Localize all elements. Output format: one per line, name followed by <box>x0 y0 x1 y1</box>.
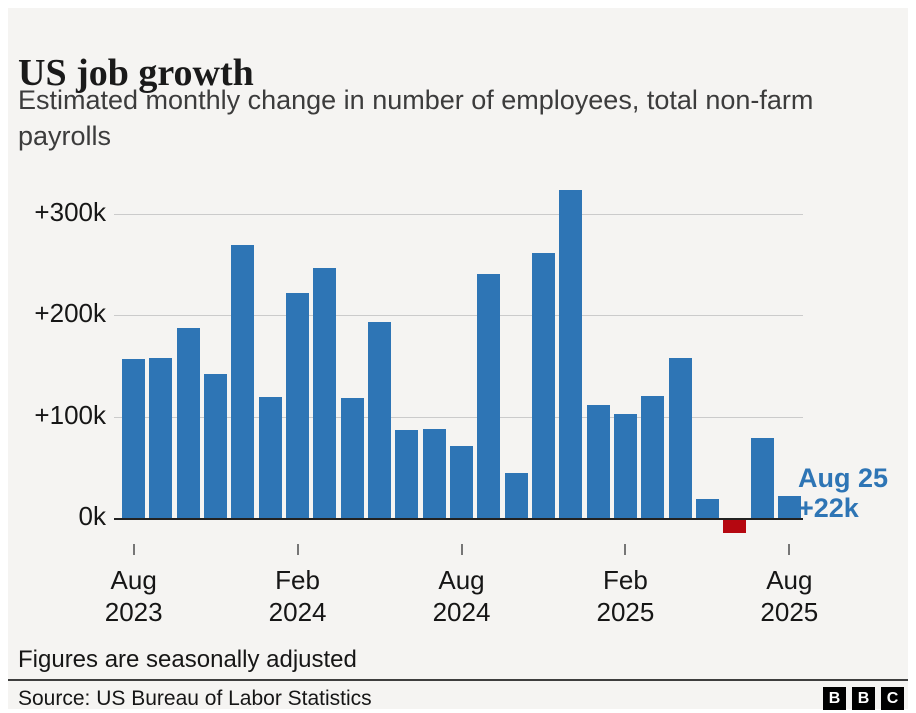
bbc-logo-letter: B <box>852 687 875 710</box>
gridline-+100k <box>114 416 803 418</box>
bar-aug-2023 <box>122 358 146 518</box>
bbc-logo-letter: B <box>823 687 846 710</box>
bar-aug-2024 <box>450 445 473 518</box>
bar-jan-2024 <box>258 397 282 518</box>
y-axis-label: +200k <box>34 298 106 328</box>
footnote: Figures are seasonally adjusted <box>18 646 357 673</box>
x-axis-line <box>114 518 803 520</box>
bar-jul-2025 <box>750 437 774 518</box>
bar-feb-2025 <box>613 414 637 518</box>
bar-aug-2025 <box>777 495 801 518</box>
y-axis-label: +300k <box>34 196 106 227</box>
bar-jan-2025 <box>586 405 610 518</box>
chart-title: US job growth <box>18 52 254 95</box>
bar-nov-2024 <box>531 253 555 518</box>
bar-mar-2025 <box>641 396 665 518</box>
bar-may-2024 <box>368 322 392 518</box>
gridline-+300k <box>114 213 803 215</box>
x-axis-label: Aug 2023 <box>104 565 163 627</box>
source-row: Source: US Bureau of Labor Statistics B … <box>8 684 908 710</box>
bar-oct-2023 <box>176 328 200 518</box>
x-axis-label: Feb 2024 <box>268 565 327 627</box>
bbc-logo-letter: C <box>881 687 904 710</box>
bar-sep-2023 <box>149 357 173 518</box>
y-axis-label: +100k <box>34 399 106 430</box>
x-axis-tick <box>296 544 299 555</box>
bar-apr-2025 <box>668 357 692 518</box>
gridline-+200k <box>114 315 803 316</box>
x-axis-tick <box>788 544 791 555</box>
bar-jun-2025 <box>723 520 747 534</box>
bar-may-2025 <box>695 498 719 518</box>
x-axis-tick <box>132 544 135 555</box>
chart-card: US job growth Estimated monthly change i… <box>8 8 908 710</box>
bar-dec-2024 <box>559 190 583 518</box>
x-axis-label: Feb 2025 <box>596 565 655 627</box>
bar-mar-2024 <box>313 268 337 518</box>
annotation-month: Aug 25 <box>798 463 889 493</box>
x-axis-label: Aug 2024 <box>432 565 491 627</box>
x-axis-tick <box>624 544 627 555</box>
bar-nov-2023 <box>204 373 228 518</box>
latest-value-annotation: Aug 25 +22k <box>798 463 888 523</box>
bar-feb-2024 <box>286 292 310 518</box>
footer-divider <box>8 679 908 681</box>
bar-jun-2024 <box>395 429 419 518</box>
bar-apr-2024 <box>340 398 364 518</box>
bbc-logo: B B C <box>823 687 904 710</box>
bar-jul-2024 <box>422 428 446 518</box>
y-axis-label: 0k <box>78 501 106 531</box>
bar-oct-2024 <box>504 473 528 518</box>
x-axis-label: Aug 2025 <box>760 565 819 627</box>
source-attribution: Source: US Bureau of Labor Statistics <box>18 687 372 710</box>
annotation-value: +22k <box>798 493 859 523</box>
bar-sep-2024 <box>477 274 501 518</box>
chart-subtitle: Estimated monthly change in number of em… <box>18 85 814 151</box>
x-axis-tick <box>460 544 463 555</box>
bar-dec-2023 <box>231 244 255 518</box>
